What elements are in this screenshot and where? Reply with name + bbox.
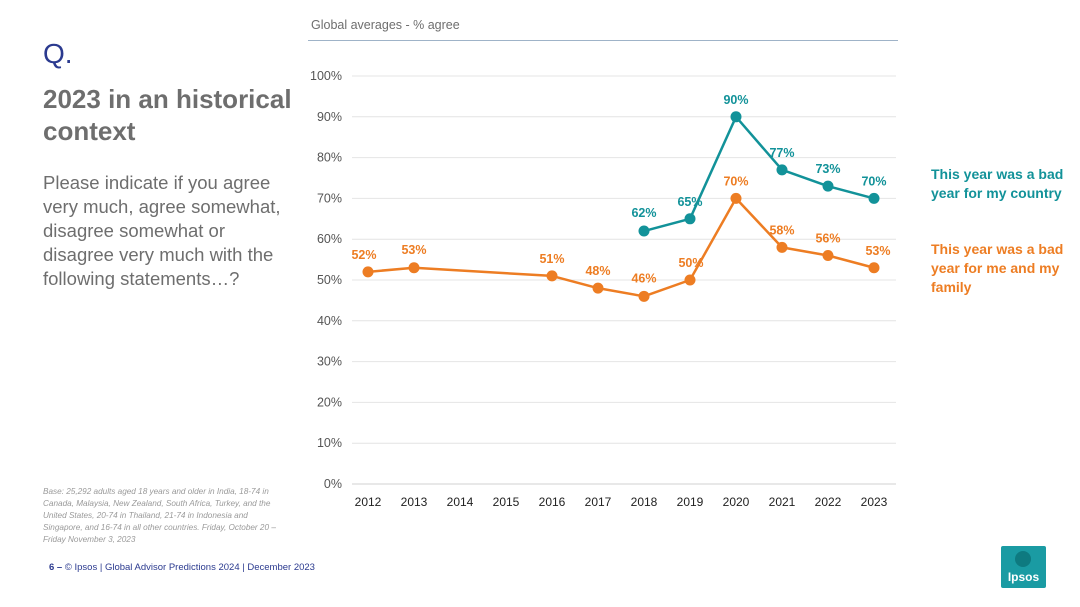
y-tick-label: 40% bbox=[317, 314, 342, 328]
legend-country: This year was a bad year for my country bbox=[931, 166, 1064, 201]
data-point-family bbox=[730, 192, 742, 204]
x-tick-label: 2012 bbox=[355, 495, 382, 509]
data-label-family: 53% bbox=[401, 243, 426, 257]
data-label-family: 58% bbox=[769, 223, 794, 237]
data-label-country: 90% bbox=[723, 93, 748, 107]
y-tick-label: 60% bbox=[317, 232, 342, 246]
x-tick-label: 2022 bbox=[815, 495, 842, 509]
data-point-family bbox=[408, 262, 420, 274]
data-label-country: 62% bbox=[631, 206, 656, 220]
data-label-family: 48% bbox=[585, 264, 610, 278]
y-tick-label: 0% bbox=[324, 477, 342, 491]
data-point-country bbox=[638, 225, 650, 237]
data-point-country bbox=[822, 180, 834, 192]
header-divider bbox=[308, 40, 898, 41]
data-label-family: 70% bbox=[723, 174, 748, 188]
x-tick-label: 2018 bbox=[631, 495, 658, 509]
x-tick-label: 2019 bbox=[677, 495, 704, 509]
x-tick-label: 2015 bbox=[493, 495, 520, 509]
data-label-family: 51% bbox=[539, 252, 564, 266]
y-tick-label: 80% bbox=[317, 151, 342, 165]
x-tick-label: 2021 bbox=[769, 495, 796, 509]
axes: 0% 10% 20% 30% 40% 50% 60% 70% 80% 90% 100% 2012 201… bbox=[310, 69, 896, 509]
data-label-family: 52% bbox=[351, 248, 376, 262]
x-tick-label: 2017 bbox=[585, 495, 612, 509]
data-point-family bbox=[822, 250, 834, 262]
data-point-family bbox=[546, 270, 558, 282]
data-label-family: 50% bbox=[678, 256, 703, 270]
legend-family: This year was a bad year for me and my f… bbox=[931, 241, 1064, 295]
y-tick-label: 70% bbox=[317, 191, 342, 205]
page-number: 6 – bbox=[49, 562, 63, 573]
x-tick-label: 2023 bbox=[861, 495, 888, 509]
data-point-family bbox=[362, 266, 374, 278]
footer: 6 – © Ipsos | Global Advisor Predictions… bbox=[49, 562, 315, 573]
x-tick-label: 2013 bbox=[401, 495, 428, 509]
slide-title: 2023 in an historical context bbox=[43, 84, 292, 146]
chart-title: Global averages - % agree bbox=[311, 18, 460, 32]
logo-text: Ipsos bbox=[1007, 570, 1040, 584]
gridlines bbox=[352, 75, 896, 444]
data-labels: 62% 65% 90% 77% 73% 70% 52% 53% 51% 48% 46% 50% 70% 5… bbox=[351, 93, 890, 286]
series bbox=[362, 111, 880, 302]
data-point-family bbox=[776, 241, 788, 253]
data-point-family bbox=[638, 290, 650, 302]
data-point-family bbox=[592, 282, 604, 294]
data-label-family: 46% bbox=[631, 271, 656, 285]
x-tick-label: 2020 bbox=[723, 495, 750, 509]
y-tick-label: 30% bbox=[317, 355, 342, 369]
data-point-country bbox=[868, 192, 880, 204]
data-point-country bbox=[684, 213, 696, 225]
data-label-country: 73% bbox=[815, 162, 840, 176]
y-tick-label: 50% bbox=[317, 273, 342, 287]
data-label-country: 77% bbox=[769, 146, 794, 160]
question-marker: Q. bbox=[43, 38, 73, 69]
y-tick-label: 100% bbox=[310, 69, 342, 83]
data-point-family bbox=[684, 274, 696, 286]
question-text: Please indicate if you agree very much, … bbox=[43, 172, 281, 289]
data-point-family bbox=[868, 262, 880, 274]
x-tick-label: 2016 bbox=[539, 495, 566, 509]
series-line-country bbox=[643, 115, 875, 233]
footer-text: © Ipsos | Global Advisor Predictions 202… bbox=[64, 562, 315, 573]
series-line-family bbox=[367, 197, 875, 298]
y-tick-label: 20% bbox=[317, 395, 342, 409]
base-note: Base: 25,292 adults aged 18 years and ol… bbox=[43, 487, 276, 544]
ipsos-logo: Ipsos bbox=[1001, 546, 1046, 588]
y-tick-label: 90% bbox=[317, 110, 342, 124]
data-point-country bbox=[730, 111, 742, 123]
x-tick-label: 2014 bbox=[447, 495, 474, 509]
data-label-family: 53% bbox=[865, 244, 890, 258]
y-tick-label: 10% bbox=[317, 436, 342, 450]
data-label-country: 65% bbox=[677, 195, 702, 209]
data-point-country bbox=[776, 164, 788, 176]
logo-mark-icon bbox=[1015, 551, 1031, 567]
data-label-country: 70% bbox=[861, 174, 886, 188]
data-label-family: 56% bbox=[815, 232, 840, 246]
